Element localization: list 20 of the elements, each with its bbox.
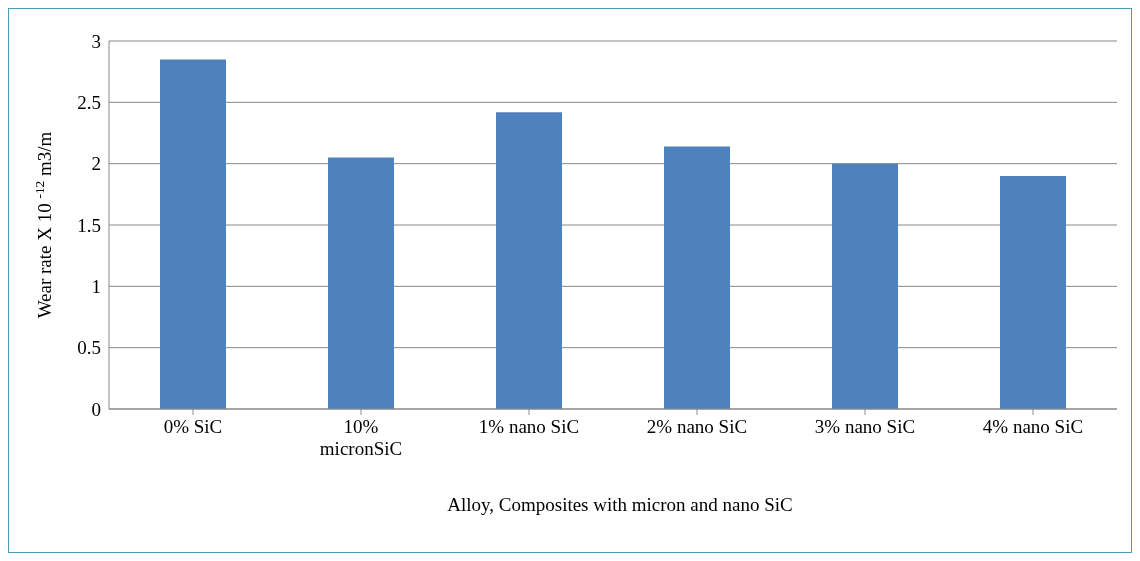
bar: [832, 163, 898, 409]
y-tick-label: 0: [91, 398, 101, 420]
x-tick-label: 0% SiC: [163, 416, 223, 437]
y-tick-label: 3: [91, 30, 101, 52]
x-tick-label: 1% nano SiC: [478, 416, 580, 437]
x-tick-label: 4% nano SiC: [982, 416, 1084, 437]
bar: [664, 146, 730, 409]
bar: [328, 157, 394, 409]
y-tick-label: 1.5: [77, 214, 101, 236]
bar: [160, 59, 226, 409]
x-axis-title: Alloy, Composites with micron and nano SiC: [446, 494, 794, 516]
bar: [496, 112, 562, 409]
y-tick-label: 1: [91, 276, 101, 298]
y-tick-label: 2: [91, 153, 101, 175]
x-tick-label: 3% nano SiC: [814, 416, 916, 437]
x-tick-label: 2% nano SiC: [646, 416, 748, 437]
y-tick-label: 2.5: [77, 92, 101, 114]
bar: [1000, 175, 1066, 409]
y-tick-label: 0.5: [77, 337, 101, 359]
x-tick-label: 10% micronSiC: [319, 416, 403, 459]
